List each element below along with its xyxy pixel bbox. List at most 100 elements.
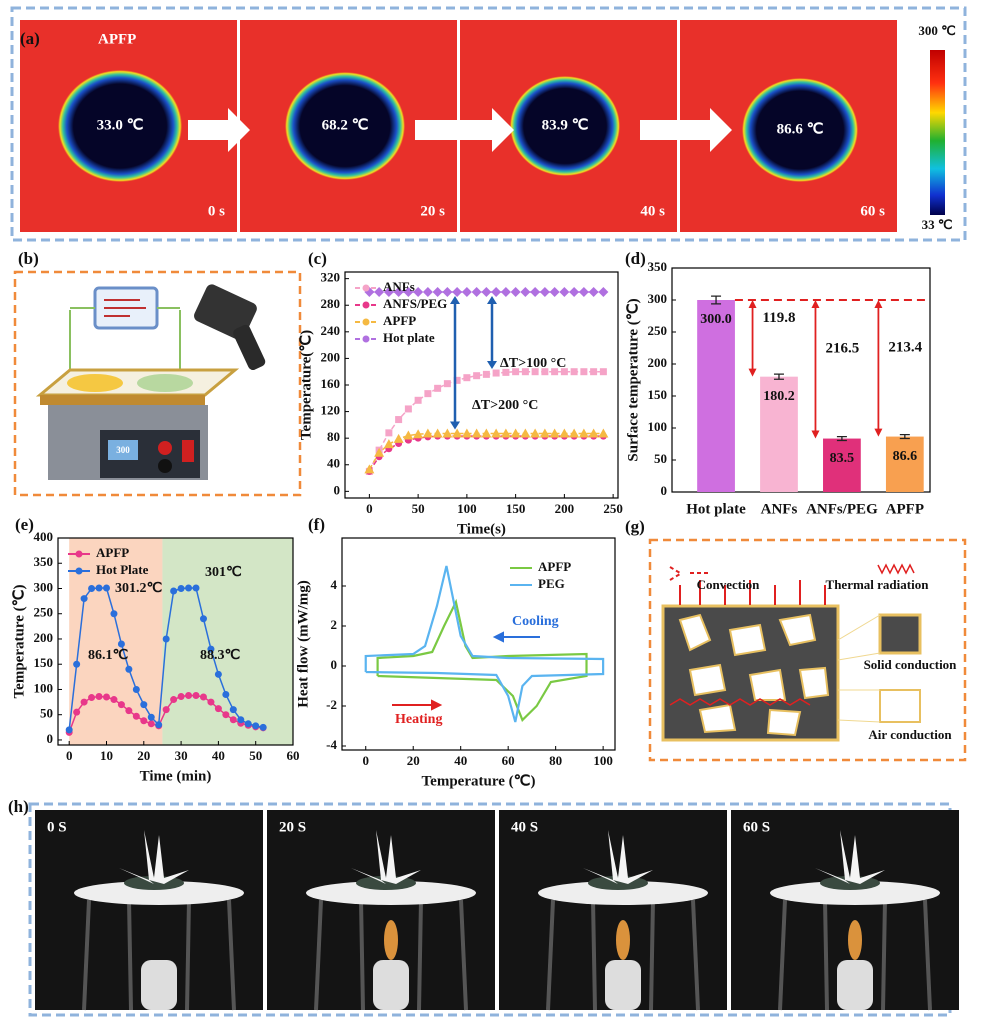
legend-label: ANFS/PEG [383,296,447,311]
data-point [125,707,133,715]
data-point [393,286,404,297]
data-point [259,723,267,731]
sample-spot [510,76,620,176]
data-point [560,368,568,376]
series-line [364,565,605,723]
data-point [237,716,245,724]
data-point [539,286,550,297]
annotation: 88.3℃ [200,648,241,663]
series-group [364,286,609,475]
y-tick-label: 250 [34,605,54,620]
data-point [471,286,482,297]
legend-label: PEG [538,576,565,591]
y-tick-label: 0 [661,483,668,498]
data-point [569,286,580,297]
panel-border [10,6,967,242]
scale-min: 33 ℃ [922,217,953,232]
data-point [422,286,433,297]
panel-label: (a) [20,29,40,48]
legend-label: Hot Plate [96,562,149,577]
burner [373,960,409,1010]
y-tick-label: -4 [326,737,337,752]
data-point [199,615,207,623]
time-label: 40 S [511,819,538,835]
data-point [530,428,541,438]
data-point [170,587,178,595]
data-point [432,428,443,438]
y-tick-label: -2 [326,697,337,712]
data-point [162,635,170,643]
bar [760,376,798,492]
hot-plate-edge [40,395,205,405]
data-point [140,701,148,709]
y-tick-label: 320 [321,270,341,285]
x-tick-label: 100 [457,501,477,516]
arrow [415,108,514,152]
plot-frame [341,537,616,751]
data-point [443,380,451,388]
panel-h: (h) 0 S 20 S 40 S 60 S [8,797,959,1017]
data-point [229,716,237,724]
legend-label: APFP [383,313,416,328]
data-point [570,368,578,376]
colorbar [930,50,945,215]
zoom-lines [837,614,881,723]
x-tick-label: 40 [212,748,225,763]
data-point [413,286,424,297]
x-tick-label: 20 [137,748,150,763]
time-label: 20 S [279,819,306,835]
y-tick-label: 300 [34,579,54,594]
air-label: Air conduction [868,727,952,742]
panel-label: (f) [308,515,325,534]
arrow [640,108,732,152]
data-point [73,708,81,716]
data-point [491,428,502,438]
data-point [491,286,502,297]
y-tick-label: 160 [321,376,341,391]
data-point [502,368,510,376]
arrow [188,108,250,152]
panel-label: (b) [18,249,39,268]
data-point [510,286,521,297]
data-point [530,286,541,297]
annotation: ΔT>100 °C [500,356,566,371]
x-tick-label: 0 [362,753,369,768]
time-label: 60 S [743,819,770,835]
bar [697,300,735,492]
data-point [395,416,403,424]
x-tick-label: 60 [502,753,515,768]
y-tick-label: 2 [331,617,338,632]
data-point [244,720,252,728]
data-point [549,286,560,297]
knob [158,459,172,473]
data-point [452,428,463,438]
spot-temperature: 68.2 ℃ [322,117,369,133]
data-point [102,693,110,701]
bar [885,436,924,492]
data-point [383,286,394,297]
data-point [598,428,609,438]
arrow-head [811,300,820,308]
burner [605,960,641,1010]
legend-marker [362,318,370,326]
cooling-arrow [492,631,540,643]
data-point [177,584,185,592]
data-point [461,286,472,297]
x-tick-label: 30 [175,748,188,763]
data-point [117,640,125,648]
y-tick-label: 200 [648,355,668,370]
arrow-head [487,295,497,304]
y-axis-label: Surface temperature (℃) [625,298,641,461]
plot-frame [57,537,294,746]
data-point [252,722,260,730]
data-point [88,584,96,592]
data-point [147,713,155,721]
arrow-head [811,430,820,439]
x-tick-label: ANFs [761,501,798,517]
x-tick-label: 50 [249,748,262,763]
data-point [422,428,433,438]
data-point [598,286,609,297]
data-point [110,610,118,618]
